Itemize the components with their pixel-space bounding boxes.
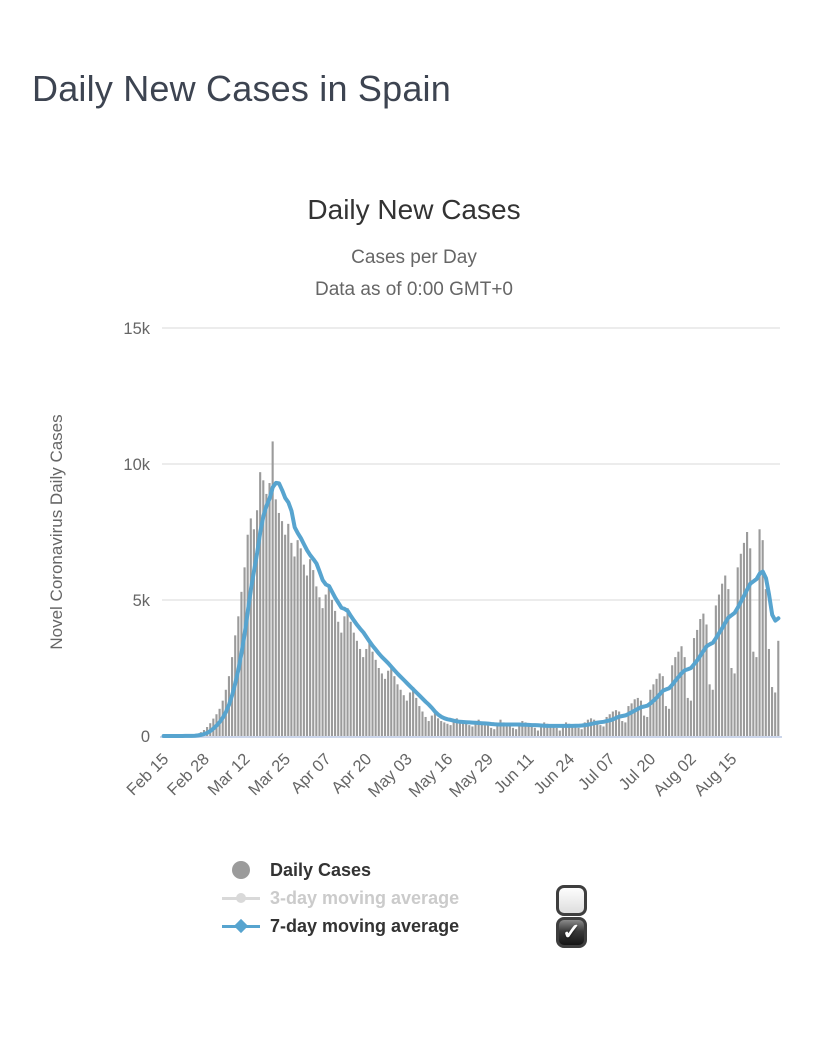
circle-marker-icon [222,860,260,880]
chart-title: Daily New Cases [307,194,521,225]
chart-subtitle-line2: Data as of 0:00 GMT+0 [314,279,513,300]
line-circle-marker-icon [222,888,260,908]
svg-text:Jul 07: Jul 07 [575,750,619,794]
svg-text:Aug 15: Aug 15 [691,750,741,800]
svg-text:5k: 5k [133,592,151,610]
legend-item-3day-avg[interactable]: 3-day moving average [222,885,459,911]
line-diamond-marker-icon [222,916,260,936]
svg-text:May 16: May 16 [405,750,456,801]
checkbox-7day-glyph: ✓ [562,919,581,944]
legend-label-7day-avg: 7-day moving average [270,915,460,936]
svg-text:Feb 15: Feb 15 [123,750,172,799]
svg-text:Apr 07: Apr 07 [288,750,335,797]
svg-text:Aug 02: Aug 02 [650,750,700,800]
legend-label-3day-avg: 3-day moving average [270,887,460,908]
svg-text:10k: 10k [123,456,150,474]
svg-text:Jun 11: Jun 11 [491,750,538,797]
svg-text:Mar 12: Mar 12 [204,750,253,799]
svg-text:Mar 25: Mar 25 [245,750,294,799]
svg-text:Novel Coronavirus Daily Cases: Novel Coronavirus Daily Cases [47,414,66,649]
svg-text:May 29: May 29 [446,750,497,801]
svg-text:15k: 15k [123,320,150,338]
page-title: Daily New Cases in Spain [32,68,451,109]
legend-item-7day-avg[interactable]: 7-day moving average [222,913,459,939]
svg-text:0: 0 [141,728,150,746]
chart-subtitle-line1: Cases per Day [351,247,477,268]
svg-text:Jun 24: Jun 24 [530,750,578,798]
legend-label-daily-cases: Daily Cases [270,859,372,880]
checkbox-7day[interactable]: ✓ [556,917,587,948]
legend-item-daily-cases[interactable]: Daily Cases [222,857,371,883]
svg-text:May 03: May 03 [365,750,416,801]
svg-text:Feb 28: Feb 28 [164,750,213,799]
checkbox-3day[interactable] [556,885,587,916]
